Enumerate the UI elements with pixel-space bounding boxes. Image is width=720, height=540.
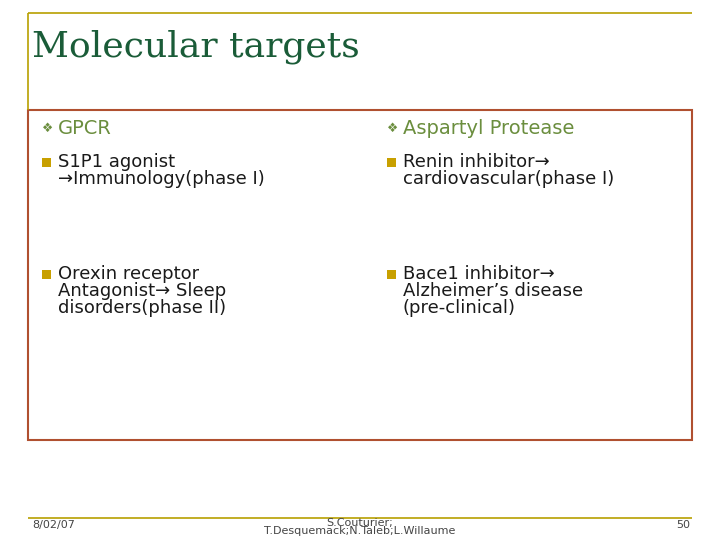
Text: Bace1 inhibitor→: Bace1 inhibitor→ [403,265,554,283]
Text: Renin inhibitor→: Renin inhibitor→ [403,153,550,171]
Text: S1P1 agonist: S1P1 agonist [58,153,175,171]
FancyBboxPatch shape [387,269,396,279]
FancyBboxPatch shape [387,158,396,166]
FancyBboxPatch shape [28,110,692,440]
Text: ❖: ❖ [42,122,53,134]
FancyBboxPatch shape [42,269,51,279]
Text: Alzheimer’s disease: Alzheimer’s disease [403,282,583,300]
Text: S.Couturier;: S.Couturier; [327,518,393,528]
Text: Aspartyl Protease: Aspartyl Protease [403,118,575,138]
Text: 8/02/07: 8/02/07 [32,520,75,530]
Text: Molecular targets: Molecular targets [32,30,360,64]
Text: ❖: ❖ [387,122,398,134]
Text: Orexin receptor: Orexin receptor [58,265,199,283]
FancyBboxPatch shape [42,158,51,166]
Text: Antagonist→ Sleep: Antagonist→ Sleep [58,282,226,300]
Text: GPCR: GPCR [58,118,112,138]
Text: (pre-clinical): (pre-clinical) [403,299,516,317]
Text: cardiovascular(phase I): cardiovascular(phase I) [403,170,614,188]
Text: 50: 50 [676,520,690,530]
Text: disorders(phase II): disorders(phase II) [58,299,226,317]
Text: →Immunology(phase I): →Immunology(phase I) [58,170,265,188]
Text: T.Desquemack;N.Taleb;L.Willaume: T.Desquemack;N.Taleb;L.Willaume [264,526,456,536]
